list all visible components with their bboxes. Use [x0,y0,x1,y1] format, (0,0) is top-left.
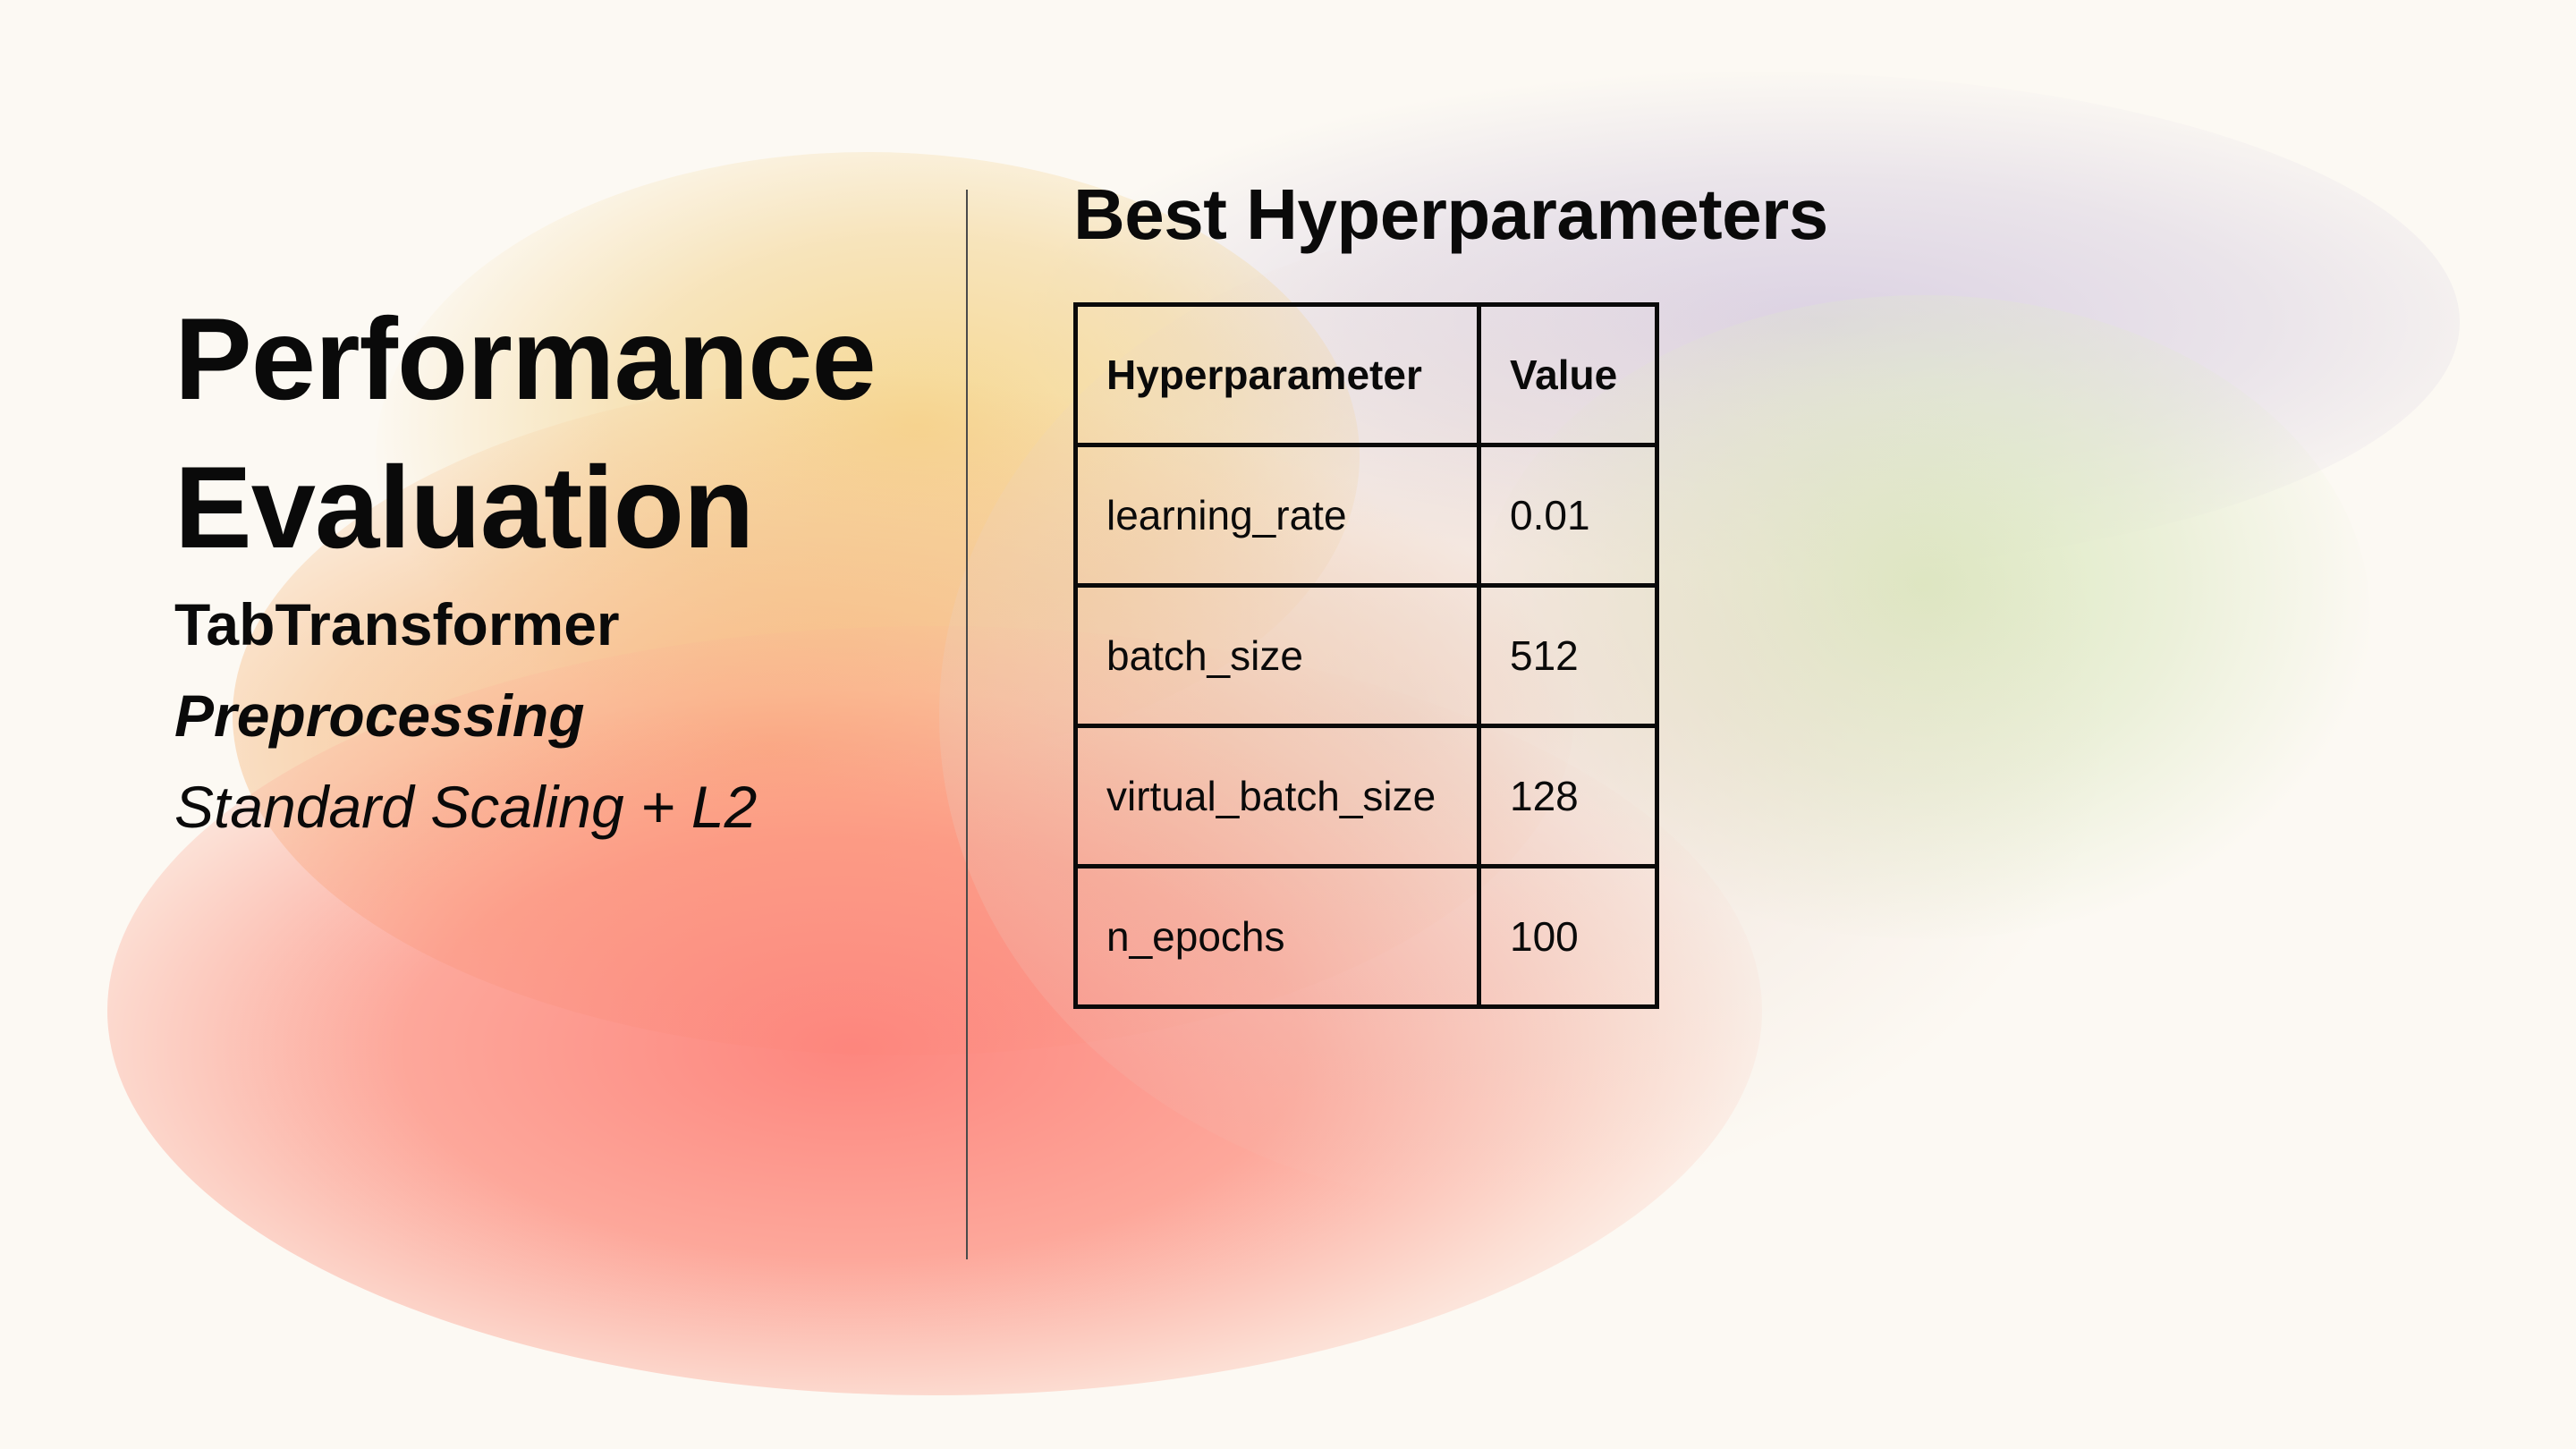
slide-title: Performance Evaluation [174,284,979,581]
column-header-value: Value [1477,302,1659,447]
table-row: learning_rate 0.01 [1073,443,1659,588]
hyperparameter-value: 100 [1477,864,1659,1009]
vertical-divider [966,190,968,1259]
table-header-row: Hyperparameter Value [1073,302,1659,447]
hyperparameter-value: 128 [1477,724,1659,869]
slide-right-panel: Best Hyperparameters Hyperparameter Valu… [1073,170,1828,1009]
table-row: batch_size 512 [1073,583,1659,728]
hyperparameter-value: 512 [1477,583,1659,728]
slide-title-line-1: Performance [174,293,877,424]
preprocessing-label: Preprocessing [174,682,585,749]
hyperparameter-name: batch_size [1073,583,1481,728]
hyperparameter-name: virtual_batch_size [1073,724,1481,869]
table-row: virtual_batch_size 128 [1073,724,1659,869]
column-header-hyperparameter: Hyperparameter [1073,302,1481,447]
model-name: TabTransformer [174,591,620,657]
slide-title-line-2: Evaluation [174,442,754,572]
hyperparameter-name: learning_rate [1073,443,1481,588]
table-row: n_epochs 100 [1073,864,1659,1009]
hyperparameter-value: 0.01 [1477,443,1659,588]
hyperparameters-table: Hyperparameter Value learning_rate 0.01 … [1073,302,1659,1009]
preprocessing-value: Standard Scaling + L2 [174,774,758,840]
hyperparameter-name: n_epochs [1073,864,1481,1009]
slide-left-panel: Performance Evaluation TabTransformer Pr… [174,284,979,843]
hyperparameters-title: Best Hyperparameters [1073,174,1828,254]
